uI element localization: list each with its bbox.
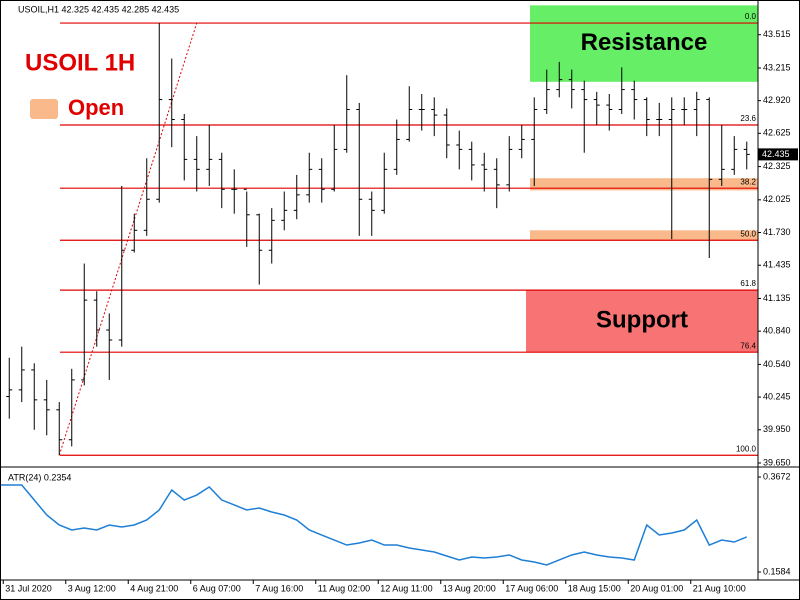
- y-tick-label: 42.920: [763, 95, 791, 105]
- zone-label: Support: [596, 307, 688, 334]
- fib-label: 50.0: [740, 229, 756, 238]
- zone: [530, 5, 758, 82]
- fib-label: 61.8: [740, 279, 756, 288]
- fib-label: 23.6: [740, 114, 756, 123]
- price-tag: [758, 148, 798, 161]
- y-tick-label: 0.3672: [763, 471, 791, 481]
- y-tick-label: 39.950: [763, 424, 791, 434]
- x-tick-label: 7 Aug 16:00: [255, 583, 303, 593]
- y-tick-label: 43.515: [763, 29, 791, 39]
- x-tick-label: 11 Aug 02:00: [318, 583, 370, 593]
- zone: [526, 290, 758, 353]
- y-tick-label: 41.135: [763, 293, 791, 303]
- y-tick-label: 39.650: [763, 457, 791, 467]
- fib-label: 0.0: [745, 12, 757, 21]
- y-tick-label: 42.625: [763, 128, 791, 138]
- y-tick-label: 40.540: [763, 359, 791, 369]
- x-tick-label: 4 Aug 21:00: [130, 583, 178, 593]
- y-tick-label: 42.025: [763, 194, 791, 204]
- fib-trendline: [58, 22, 198, 456]
- atr-line: [0, 484, 748, 566]
- x-tick-label: 31 Jul 2020: [5, 583, 52, 593]
- y-tick-label: 43.215: [763, 62, 791, 72]
- y-tick-label: 41.730: [763, 227, 791, 237]
- x-tick-label: 17 Aug 06:00: [505, 583, 558, 593]
- y-tick-label: 40.245: [763, 391, 791, 401]
- x-tick-label: 3 Aug 12:00: [68, 583, 116, 593]
- zone-label: Resistance: [581, 29, 708, 56]
- legend-label: Open: [68, 95, 124, 120]
- chart-title: USOIL 1H: [25, 49, 135, 76]
- x-tick-label: 21 Aug 10:00: [693, 583, 746, 593]
- y-tick-label: 42.325: [763, 161, 791, 171]
- fib-label: 76.4: [740, 341, 756, 350]
- zone: [530, 230, 758, 241]
- x-tick-label: 20 Aug 01:00: [630, 583, 683, 593]
- x-tick-label: 6 Aug 07:00: [193, 583, 241, 593]
- legend-swatch: [30, 99, 58, 119]
- indicator-title: ATR(24) 0.2354: [8, 472, 71, 482]
- fib-label: 100.0: [736, 444, 757, 453]
- y-tick-label: 0.1584: [763, 566, 791, 576]
- x-tick-label: 18 Aug 15:00: [568, 583, 621, 593]
- symbol-header: USOIL,H1 42.325 42.435 42.285 42.435: [18, 4, 179, 14]
- price-tag-label: 42.435: [762, 149, 790, 159]
- fib-label: 38.2: [740, 177, 756, 186]
- x-tick-label: 13 Aug 20:00: [443, 583, 496, 593]
- x-tick-label: 12 Aug 11:00: [380, 583, 432, 593]
- y-tick-label: 41.435: [763, 260, 791, 270]
- zone: [530, 178, 758, 191]
- y-tick-label: 40.840: [763, 326, 791, 336]
